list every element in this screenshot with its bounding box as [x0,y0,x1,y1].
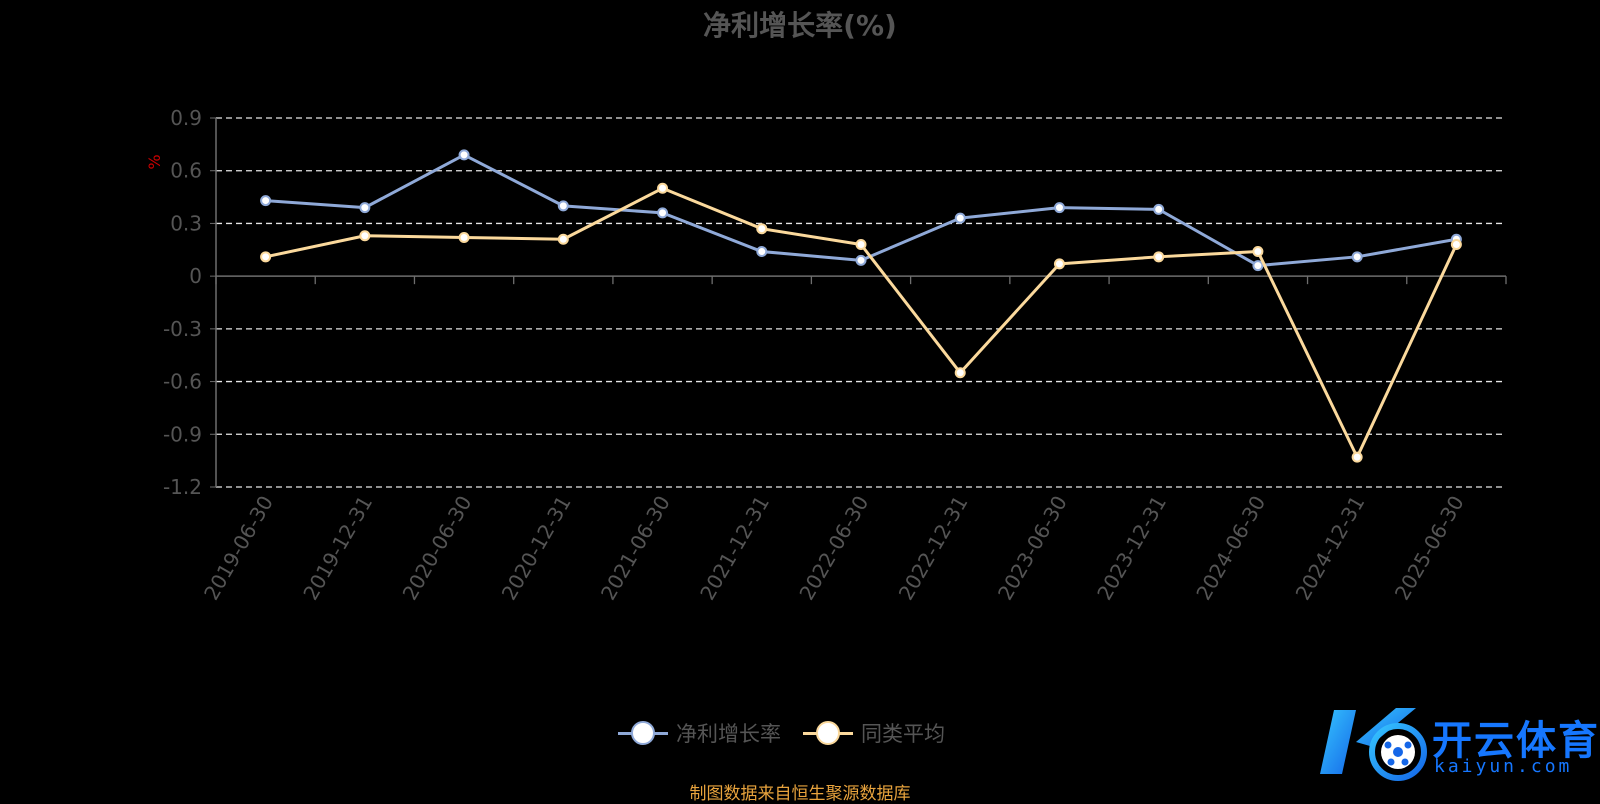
y-tick-label: 0.9 [170,106,202,130]
data-source-note: 制图数据来自恒生聚源数据库 [689,784,911,804]
series-layer [260,149,1462,463]
series-1-point [359,230,371,242]
x-tick-label: 2023-06-30 [993,492,1072,605]
y-tick-label: -0.6 [163,370,202,394]
legend-marker-peer-average [803,720,853,746]
series-0-point [1351,251,1363,263]
legend-label-net-profit: 净利增长率 [676,722,781,746]
x-tick-label: 2022-12-31 [894,491,973,604]
legend-marker-net-profit [618,720,668,746]
y-tick-label: -0.9 [163,422,202,446]
series-line-1 [265,186,1458,459]
x-tick-label: 2019-12-31 [298,492,377,605]
series-0-point [855,254,867,266]
series-0-point [260,195,272,207]
brand-name: 开云体育 [1432,718,1600,764]
legend: 净利增长率 同类平均 [618,718,967,748]
x-tick-label: 2025-06-30 [1390,492,1469,605]
series-0-point [557,200,569,212]
y-tick-label: 0.6 [170,159,202,183]
x-tick-label: 2019-06-30 [199,492,278,605]
series-0-point [1153,203,1165,215]
legend-item-net-profit[interactable]: 净利增长率 [618,718,781,748]
series-1-point [1252,246,1264,258]
series-0-point [1252,260,1264,272]
y-tick-label: 0.3 [170,211,202,235]
legend-label-peer-average: 同类平均 [861,722,945,746]
series-0-point [657,207,669,219]
y-axis-label: % [145,154,164,169]
y-tick-label: 0 [189,264,202,288]
x-tick-label: 2024-06-30 [1191,492,1270,605]
series-1-point [1450,239,1462,251]
x-tick-label: 2020-12-31 [497,492,576,605]
x-tick-label: 2020-06-30 [398,491,477,604]
brand-domain: kaiyun.com [1434,756,1573,777]
series-1-point [458,231,470,243]
series-1-point [260,251,272,263]
series-0-point [359,202,371,214]
y-tick-label: -1.2 [163,475,202,499]
series-1-point [1153,251,1165,263]
series-1-point [1351,451,1363,463]
series-1-point [954,367,966,379]
x-tick-label: 2021-12-31 [695,492,774,605]
chart-title: 净利增长率(%) [703,9,897,42]
x-tick-label: 2023-12-31 [1092,492,1171,605]
series-0-point [1053,202,1065,214]
x-tick-label: 2024-12-31 [1291,492,1370,605]
x-tick-label: 2021-06-30 [596,492,675,605]
legend-item-peer-average[interactable]: 同类平均 [803,718,945,748]
series-0-point [954,212,966,224]
brand-logo-icon [1320,708,1427,781]
series-0-point [458,149,470,161]
brand-watermark: 开云体育 kaiyun.com [1316,700,1600,784]
x-tick-label: 2022-06-30 [794,492,873,605]
grid-layer [216,117,1506,488]
series-1-point [657,182,669,194]
y-tick-label: -0.3 [163,317,202,341]
series-1-point [557,233,569,245]
series-1-point [756,223,768,235]
series-1-point [1053,258,1065,270]
series-1-point [855,239,867,251]
series-0-point [756,246,768,258]
